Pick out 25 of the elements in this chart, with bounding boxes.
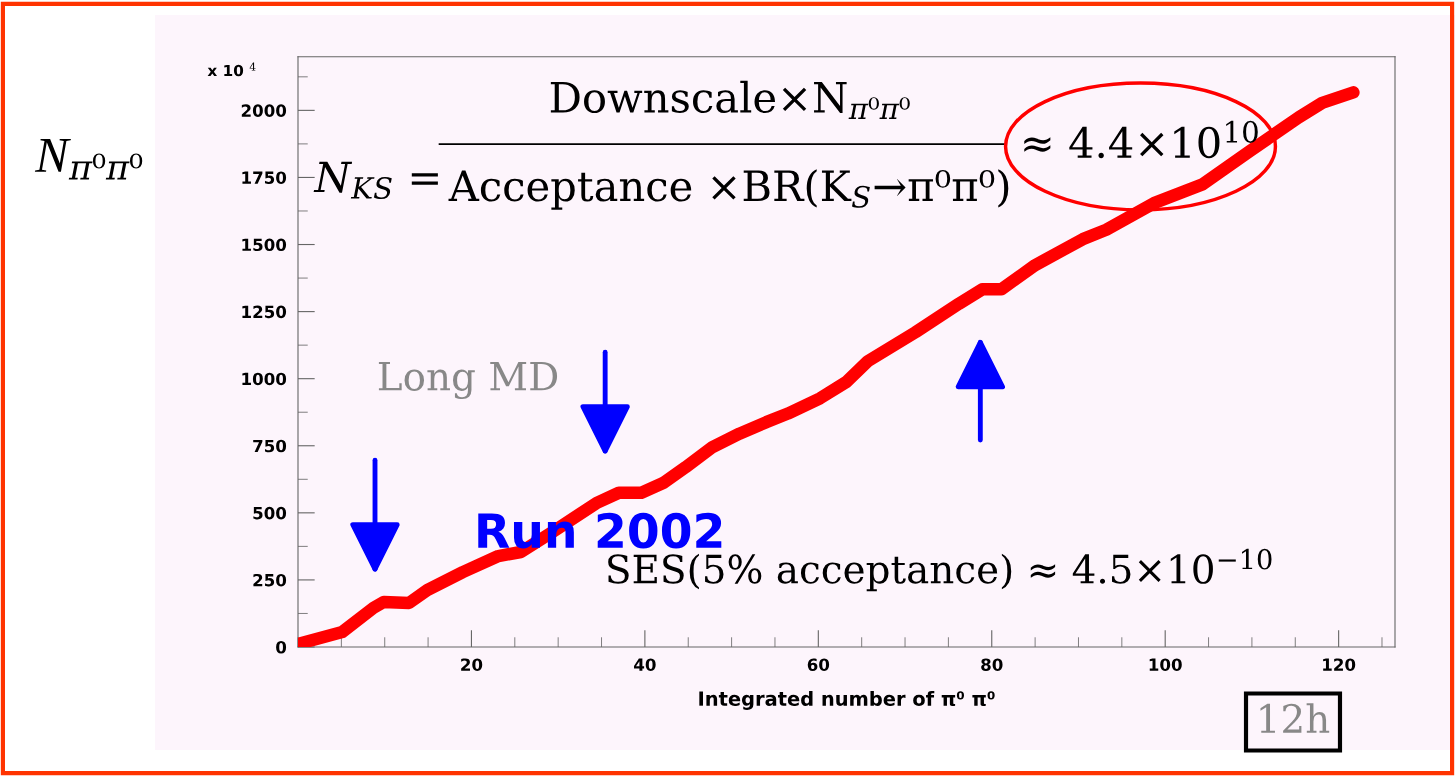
annotation: Long MD — [378, 362, 558, 399]
x-tick-label: 80 — [981, 658, 1003, 672]
y-tick-label: 1000 — [242, 372, 287, 386]
annotation: Acceptance ×BR(K$_{S}$→π⁰π⁰) — [448, 169, 1009, 210]
annotation: ≈ 4.4×10$^{10}$ — [1024, 120, 1258, 159]
y-tick-label: 250 — [253, 573, 287, 587]
x-tick-label: 100 — [1149, 658, 1182, 672]
x-tick-label: 120 — [1323, 658, 1356, 672]
y-axis-title: N$_{π⁰π⁰}$ — [34, 139, 143, 180]
x-tick-label: 40 — [634, 658, 656, 672]
text: 12h — [1260, 703, 1330, 733]
text: x 10 $^{4}$ — [207, 62, 256, 77]
x-tick-label: 60 — [807, 658, 830, 672]
annotation: N$_{KS}$ = — [313, 161, 438, 200]
y-tick-label: 1500 — [242, 238, 287, 252]
y-tick-label: 750 — [253, 439, 287, 453]
y-tick-label: 2000 — [241, 104, 287, 117]
x-axis-title: Integrated number of π⁰ π⁰ — [699, 690, 995, 710]
y-tick-label: 500 — [253, 506, 287, 520]
annotation: SES(5% acceptance) ≈ 4.5×10$^{−10}$ — [608, 548, 1272, 592]
y-tick-label: 1250 — [242, 305, 287, 319]
annotation: Downscale×N$_{π⁰π⁰}$ — [550, 80, 910, 119]
y-tick-label: 0 — [276, 640, 287, 654]
y-tick-label: 1750 — [242, 171, 287, 185]
x-tick-label: 20 — [461, 658, 483, 672]
